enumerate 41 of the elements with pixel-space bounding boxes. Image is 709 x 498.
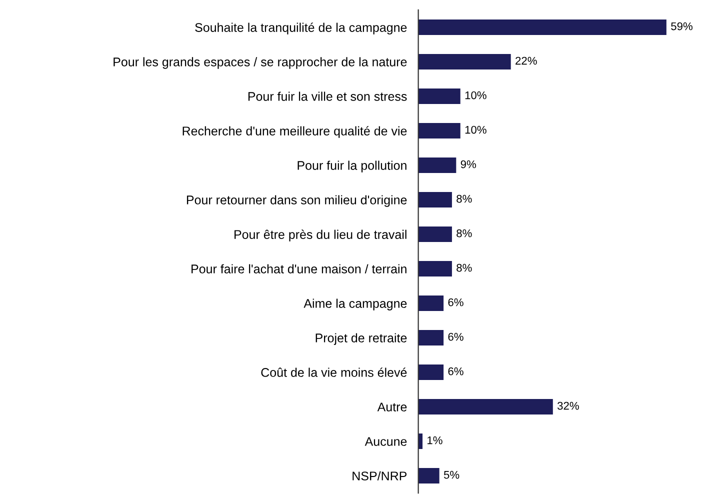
data-label: 10% <box>465 91 486 100</box>
data-label: 32% <box>557 402 579 410</box>
bar <box>418 398 553 415</box>
y-tick-label: Pour être près du lieu de travail <box>234 230 406 242</box>
data-label: 1% <box>428 436 442 444</box>
y-tick-label: Pour faire l'achat d'une maison / terrain <box>192 264 406 274</box>
bar <box>418 260 452 277</box>
y-tick-label: Aucune <box>364 437 407 446</box>
bar <box>418 157 456 173</box>
data-label: 8% <box>456 194 472 203</box>
y-tick-label: Coût de la vie moins élevé <box>261 368 407 377</box>
y-tick-label: Aime la campagne <box>304 298 407 310</box>
data-label: 10% <box>465 126 486 134</box>
y-tick-label: Pour fuir la pollution <box>298 160 406 172</box>
y-tick-label: Pour retourner dans son milieu d'origine <box>186 195 407 207</box>
y-tick-label: NSP/NRP <box>352 471 407 480</box>
bar <box>418 295 444 312</box>
data-label: 5% <box>444 470 460 479</box>
y-tick-label: Pour fuir la ville et son stress <box>248 92 407 101</box>
bar <box>418 468 440 484</box>
data-label: 9% <box>460 160 476 168</box>
y-tick-label: Pour les grands espaces / se rapprocher de la nature <box>114 57 407 69</box>
bar <box>418 330 444 346</box>
y-tick-label: Projet de retraite <box>316 333 407 345</box>
bar <box>418 192 452 208</box>
data-label: 59% <box>671 22 692 30</box>
data-label: 6% <box>448 332 464 341</box>
bar <box>418 54 511 70</box>
y-tick-label: Souhaite la tranquilité de la campagne <box>195 22 407 34</box>
bar <box>418 88 460 104</box>
y-tick-label: Autre <box>377 402 407 412</box>
data-label: 6% <box>448 298 464 306</box>
data-label: 6% <box>448 367 464 376</box>
bar <box>418 122 460 138</box>
bar <box>418 364 444 380</box>
bar <box>418 226 452 242</box>
y-tick-label: Recherche d'une meilleure qualité de vie <box>182 126 407 138</box>
bar <box>418 19 666 35</box>
data-label: 8% <box>456 229 472 238</box>
data-label: 22% <box>516 56 537 65</box>
data-label: 8% <box>456 264 472 272</box>
